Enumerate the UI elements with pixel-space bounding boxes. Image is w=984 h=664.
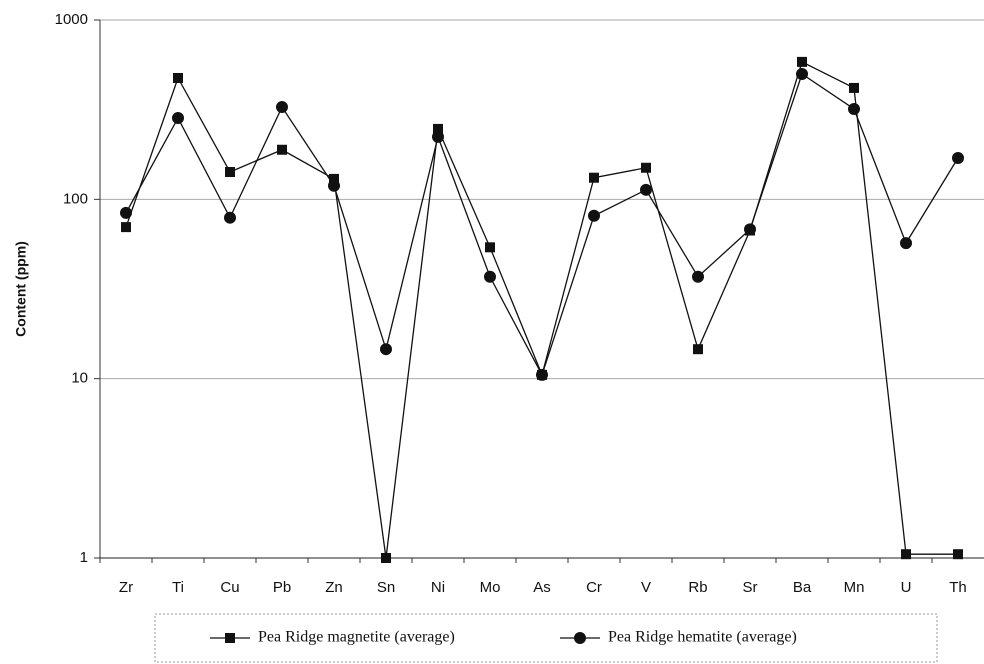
x-tick-label: Zn bbox=[325, 579, 343, 596]
data-point bbox=[797, 56, 807, 67]
x-tick-label: Ni bbox=[431, 579, 445, 596]
data-point bbox=[693, 344, 703, 355]
data-point bbox=[484, 270, 496, 283]
data-point bbox=[640, 183, 652, 196]
data-point bbox=[224, 211, 236, 224]
x-tick-label: As bbox=[533, 579, 551, 596]
data-point bbox=[848, 102, 860, 115]
data-point bbox=[173, 72, 183, 83]
data-point bbox=[328, 179, 340, 192]
data-point bbox=[901, 549, 911, 560]
legend-label: Pea Ridge hematite (average) bbox=[608, 629, 797, 646]
data-point bbox=[900, 237, 912, 250]
x-tick-label: V bbox=[641, 579, 651, 596]
data-point bbox=[276, 101, 288, 114]
x-tick-label: Mo bbox=[480, 579, 501, 596]
data-point bbox=[589, 172, 599, 183]
data-point bbox=[485, 242, 495, 253]
y-axis-label: Content (ppm) bbox=[13, 241, 29, 337]
x-tick-label: U bbox=[901, 579, 912, 596]
data-point bbox=[796, 67, 808, 80]
data-point bbox=[953, 549, 963, 560]
x-tick-label: Th bbox=[949, 579, 967, 596]
y-tick-label: 1000 bbox=[55, 11, 88, 28]
data-point bbox=[744, 223, 756, 236]
legend-label: Pea Ridge magnetite (average) bbox=[258, 629, 455, 646]
data-point bbox=[432, 130, 444, 143]
y-tick-label: 100 bbox=[63, 190, 88, 207]
x-tick-label: Ba bbox=[793, 579, 812, 596]
data-point bbox=[588, 209, 600, 222]
data-point bbox=[120, 206, 132, 219]
series-line bbox=[125, 72, 959, 377]
data-point bbox=[381, 553, 391, 563]
data-point bbox=[380, 343, 392, 356]
y-tick-label: 10 bbox=[71, 370, 88, 387]
data-point bbox=[849, 82, 859, 93]
data-point bbox=[641, 162, 651, 173]
x-tick-label: Sn bbox=[377, 579, 395, 596]
data-point bbox=[121, 222, 131, 233]
x-tick-label: Zr bbox=[119, 579, 133, 596]
legend-marker bbox=[574, 632, 586, 644]
data-point bbox=[692, 270, 704, 283]
data-point bbox=[433, 123, 443, 134]
x-tick-label: Cu bbox=[220, 579, 239, 596]
series-line bbox=[125, 60, 958, 559]
x-tick-label: Mn bbox=[844, 579, 865, 596]
data-point bbox=[172, 112, 184, 125]
data-point bbox=[277, 144, 287, 155]
data-point bbox=[329, 173, 339, 184]
legend-box bbox=[154, 613, 938, 663]
x-tick-label: Cr bbox=[586, 579, 602, 596]
x-tick-label: Rb bbox=[688, 579, 707, 596]
data-point bbox=[952, 152, 964, 165]
x-tick-label: Sr bbox=[743, 579, 758, 596]
data-point bbox=[536, 368, 548, 381]
data-point bbox=[225, 167, 235, 178]
x-tick-label: Ti bbox=[172, 579, 184, 596]
y-tick-label: 1 bbox=[80, 549, 88, 566]
legend-marker bbox=[225, 633, 235, 643]
x-tick-label: Pb bbox=[273, 579, 291, 596]
